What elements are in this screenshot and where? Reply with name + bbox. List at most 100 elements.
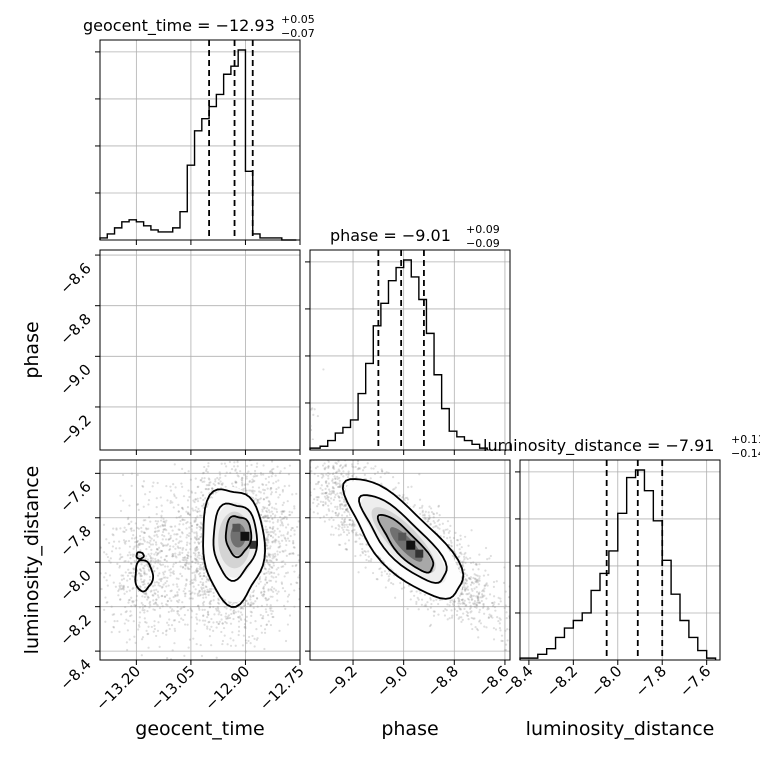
scatter-point xyxy=(224,635,226,637)
scatter-point xyxy=(194,276,196,278)
scatter-point xyxy=(231,344,233,346)
scatter-point xyxy=(238,415,240,417)
scatter-point xyxy=(254,345,256,347)
scatter-point xyxy=(207,319,209,321)
scatter-point xyxy=(249,346,251,348)
scatter-point xyxy=(217,325,219,327)
scatter-point xyxy=(146,336,148,338)
scatter-point xyxy=(249,306,251,308)
scatter-point xyxy=(264,318,266,320)
scatter-point xyxy=(218,311,220,313)
scatter-point xyxy=(247,421,249,423)
scatter-point xyxy=(140,423,142,425)
scatter-point xyxy=(191,411,193,413)
scatter-point xyxy=(130,322,132,324)
scatter-point xyxy=(225,339,227,341)
scatter-point xyxy=(276,397,278,399)
scatter-point xyxy=(228,359,230,361)
scatter-point xyxy=(234,337,236,339)
scatter-point xyxy=(153,424,155,426)
scatter-point xyxy=(251,443,253,445)
scatter-point xyxy=(239,430,241,432)
scatter-point xyxy=(220,294,222,296)
scatter-point xyxy=(260,413,262,415)
scatter-point xyxy=(238,387,240,389)
scatter-point xyxy=(214,484,216,486)
scatter-point xyxy=(200,352,202,354)
scatter-point xyxy=(188,366,190,368)
scatter-point xyxy=(235,400,237,402)
scatter-point xyxy=(223,335,225,337)
scatter-point xyxy=(181,519,183,521)
axes-frame xyxy=(310,250,510,450)
scatter-point xyxy=(155,390,157,392)
scatter-point xyxy=(222,374,224,376)
scatter-point xyxy=(220,313,222,315)
scatter-point xyxy=(276,568,278,570)
scatter-point xyxy=(279,364,281,366)
scatter-point xyxy=(204,337,206,339)
scatter-point xyxy=(204,388,206,390)
scatter-point xyxy=(187,417,189,419)
scatter-point xyxy=(273,442,275,444)
scatter-point xyxy=(223,374,225,376)
scatter-point xyxy=(152,351,154,353)
scatter-point xyxy=(229,461,231,463)
scatter-point xyxy=(286,457,288,459)
scatter-point xyxy=(223,376,225,378)
scatter-point xyxy=(217,388,219,390)
scatter-point xyxy=(213,321,215,323)
scatter-point xyxy=(279,358,281,360)
scatter-point xyxy=(263,396,265,398)
scatter-point xyxy=(229,362,231,364)
scatter-point xyxy=(233,330,235,332)
scatter-point xyxy=(214,388,216,390)
scatter-point xyxy=(247,330,249,332)
scatter-point xyxy=(233,364,235,366)
scatter-point xyxy=(114,437,116,439)
scatter-point xyxy=(209,367,211,369)
density-panel-geocent-time-vs-phase: −9.2−9.0−8.8−8.6 xyxy=(56,189,328,519)
scatter-point xyxy=(209,341,211,343)
scatter-point xyxy=(196,349,198,351)
scatter-point xyxy=(204,497,206,499)
scatter-point xyxy=(184,362,186,364)
scatter-point xyxy=(270,401,272,403)
scatter-point xyxy=(234,358,236,360)
scatter-point xyxy=(143,381,145,383)
scatter-point xyxy=(152,384,154,386)
scatter-point xyxy=(180,377,182,379)
scatter-point xyxy=(261,398,263,400)
scatter-point xyxy=(198,557,200,559)
scatter-point xyxy=(210,400,212,402)
scatter-point xyxy=(208,331,210,333)
scatter-point xyxy=(131,315,133,317)
scatter-point xyxy=(188,532,190,534)
scatter-point xyxy=(213,360,215,362)
scatter-point xyxy=(282,373,284,375)
scatter-point xyxy=(264,583,266,585)
scatter-point xyxy=(160,342,162,344)
scatter-point xyxy=(237,362,239,364)
scatter-point xyxy=(233,292,235,294)
scatter-point xyxy=(223,353,225,355)
scatter-point xyxy=(285,374,287,376)
scatter-point xyxy=(238,343,240,345)
scatter-point xyxy=(285,422,287,424)
scatter-point xyxy=(140,360,142,362)
scatter-point xyxy=(108,363,110,365)
scatter-point xyxy=(212,443,214,445)
scatter-point xyxy=(269,368,271,370)
scatter-point xyxy=(234,337,236,339)
scatter-point xyxy=(216,321,218,323)
scatter-point xyxy=(218,353,220,355)
scatter-point xyxy=(231,391,233,393)
scatter-point xyxy=(202,397,204,399)
scatter-point xyxy=(216,398,218,400)
scatter-point xyxy=(227,381,229,383)
scatter-point xyxy=(218,340,220,342)
scatter-point xyxy=(234,323,236,325)
scatter-point xyxy=(264,341,266,343)
scatter-point xyxy=(204,403,206,405)
scatter-point xyxy=(206,374,208,376)
